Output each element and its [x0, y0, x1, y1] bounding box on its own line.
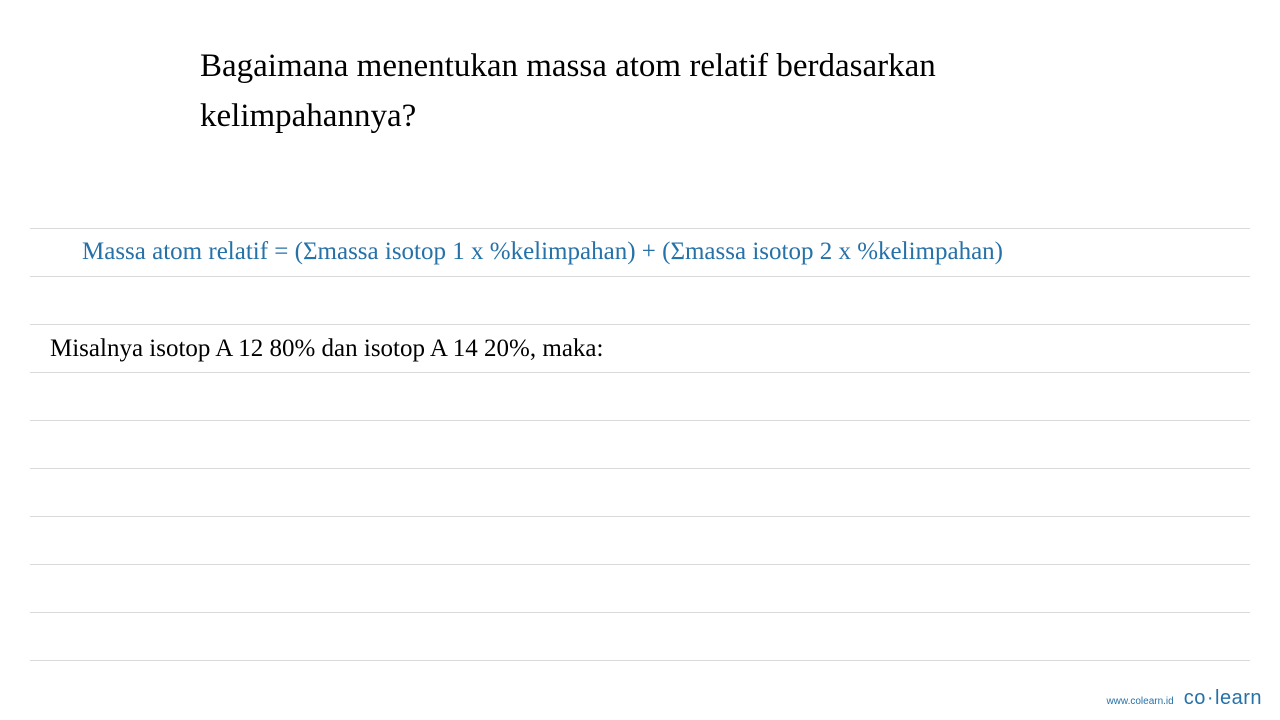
rule-line [30, 468, 1250, 469]
rule-line [30, 660, 1250, 661]
rule-line [30, 276, 1250, 277]
ruled-paper-area [30, 228, 1250, 680]
rule-line [30, 420, 1250, 421]
question-title: Bagaimana menentukan massa atom relatif … [200, 42, 1100, 141]
rule-line [30, 564, 1250, 565]
page: Bagaimana menentukan massa atom relatif … [0, 0, 1280, 720]
footer-url: www.colearn.id [1106, 696, 1173, 707]
rule-line [30, 324, 1250, 325]
logo-part-1: co [1184, 687, 1206, 709]
logo-part-2: learn [1215, 687, 1262, 709]
formula-text: Massa atom relatif = (Σmassa isotop 1 x … [82, 238, 1003, 266]
rule-line [30, 516, 1250, 517]
example-text: Misalnya isotop A 12 80% dan isotop A 14… [50, 335, 603, 363]
rule-line [30, 612, 1250, 613]
logo-dot: · [1207, 687, 1214, 709]
rule-line [30, 372, 1250, 373]
footer-logo: co·learn [1184, 687, 1262, 710]
footer: www.colearn.id co·learn [1106, 687, 1262, 710]
rule-line [30, 228, 1250, 229]
